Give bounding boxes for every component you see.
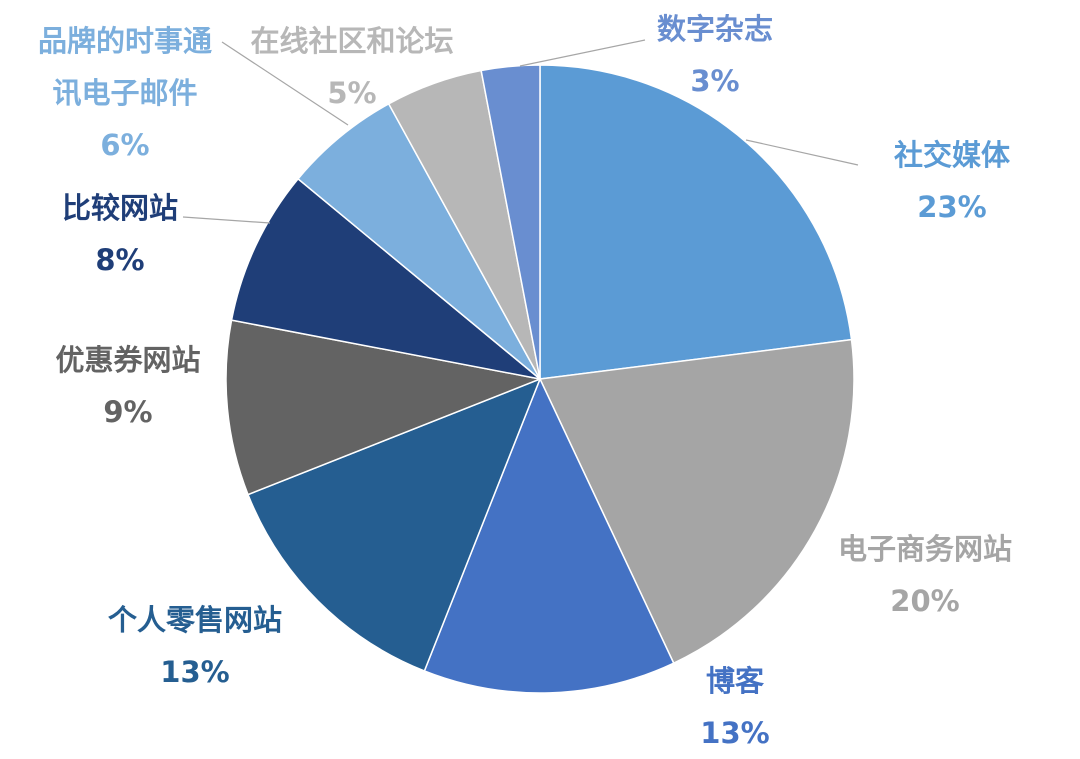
pie-slice-comparison-websites <box>230 177 541 380</box>
leader-line-brand-newsletter-emails <box>221 41 349 126</box>
pie-slice-brand-newsletter-emails <box>297 102 541 380</box>
leader-line-comparison-websites <box>182 216 271 224</box>
leader-line-social-media <box>745 139 859 166</box>
leader-lines <box>182 39 859 224</box>
pie-slice-personal-retail-websites <box>247 377 542 672</box>
pie-slice-blogs <box>423 377 675 694</box>
pie-slice-social-media <box>539 64 853 380</box>
pie-slice-coupon-websites <box>225 319 543 496</box>
pie-slice-ecommerce-websites <box>538 338 855 665</box>
pie-slice-digital-magazines <box>480 64 541 380</box>
leader-line-digital-magazines <box>519 39 646 67</box>
pie-slices <box>225 64 855 694</box>
